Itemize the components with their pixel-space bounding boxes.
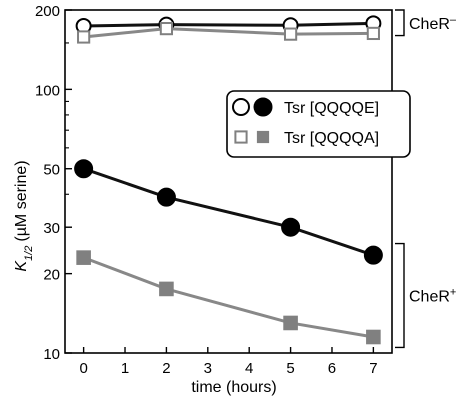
data-point <box>156 187 176 207</box>
data-point <box>76 250 91 265</box>
data-point <box>159 281 174 297</box>
data-point <box>363 245 383 265</box>
x-tick-label: 4 <box>245 360 253 377</box>
series-line <box>83 21 374 28</box>
y-axis-label: K1/2 (µM serine) <box>13 160 35 271</box>
series-layer <box>74 15 383 345</box>
x-tick-label: 5 <box>286 360 294 377</box>
bracket-label: CheR– <box>409 14 457 33</box>
series-tsr-qqqqa-cher-minus <box>77 22 380 44</box>
brackets: CheR– CheR+ <box>395 9 457 349</box>
series-line <box>83 256 374 339</box>
bracket <box>395 9 405 37</box>
series-tsr-qqqqe-cher-minus <box>75 15 382 34</box>
y-tick-label: 100 <box>35 82 60 99</box>
y-tick-label: 20 <box>43 267 60 284</box>
x-tick-label: 6 <box>328 360 336 377</box>
legend-marker-open <box>232 98 250 116</box>
axis-ticks: 0 1 2 3 4 5 6 7 10 20 30 50 100 200 <box>35 3 378 377</box>
x-tick-label: 1 <box>121 360 129 377</box>
legend-box <box>226 90 411 158</box>
data-point <box>283 315 298 331</box>
legend-marker-filled <box>253 97 273 117</box>
data-point <box>159 22 174 36</box>
series-tsr-qqqqa-cher-plus <box>76 250 381 345</box>
legend: Tsr [QQQQE] Tsr [QQQQA] <box>226 90 411 158</box>
y-tick-label: 50 <box>43 162 60 179</box>
data-point <box>281 217 301 237</box>
y-axis-label-k: K <box>13 260 30 272</box>
x-tick-label: 2 <box>162 360 170 377</box>
legend-label: Tsr [QQQQA] <box>284 130 379 147</box>
y-tick-label: 30 <box>43 220 60 237</box>
data-point <box>366 329 381 345</box>
data-point <box>77 30 91 44</box>
legend-marker-open <box>234 130 248 144</box>
y-axis-label-sub: 1/2 <box>23 246 35 261</box>
legend-label: Tsr [QQQQE] <box>284 100 379 117</box>
data-point <box>283 27 298 41</box>
legend-marker-filled <box>256 130 270 144</box>
plot-area-border <box>64 9 393 354</box>
series-line <box>83 27 374 39</box>
plot-frame <box>64 9 393 354</box>
x-axis-label: time (hours) <box>191 379 276 396</box>
data-point <box>366 26 380 41</box>
x-tick-label: 0 <box>79 360 87 377</box>
series-line <box>83 167 374 257</box>
y-tick-label: 10 <box>43 346 60 363</box>
data-point <box>74 159 94 179</box>
bracket <box>395 242 405 349</box>
series-tsr-qqqqe-cher-plus <box>74 159 383 265</box>
y-axis-label-unit: (µM serine) <box>13 160 30 241</box>
bracket-label: CheR+ <box>409 287 456 306</box>
x-tick-label: 3 <box>204 360 212 377</box>
y-tick-label: 200 <box>35 3 60 20</box>
x-tick-label: 7 <box>369 360 377 377</box>
